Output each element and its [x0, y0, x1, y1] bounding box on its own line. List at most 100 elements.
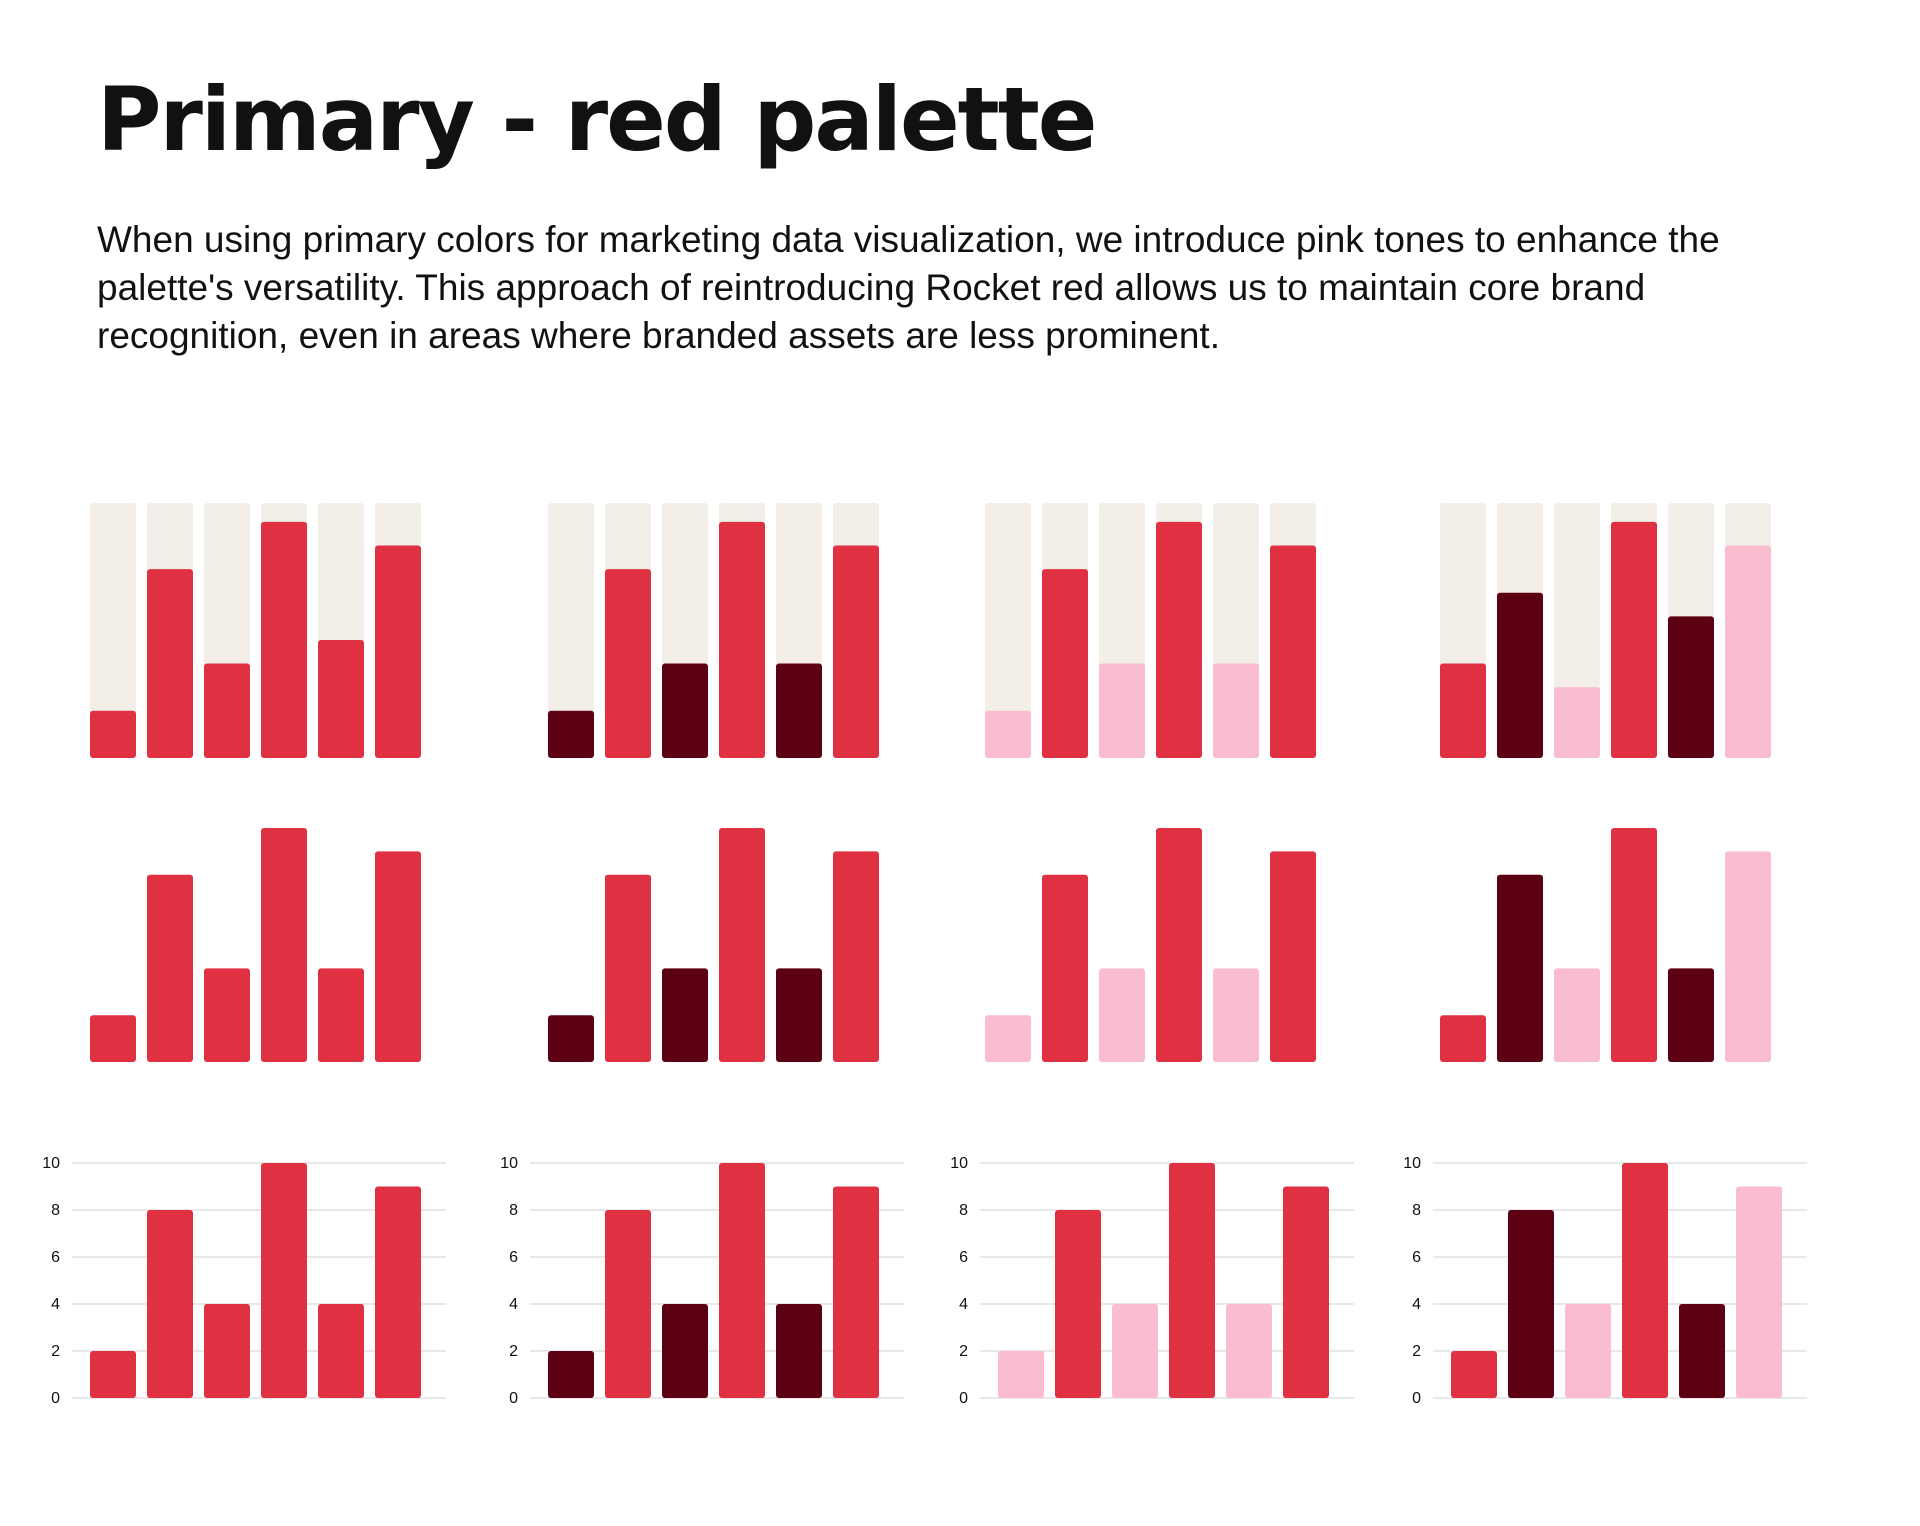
bar — [375, 1186, 421, 1398]
bar — [776, 1304, 822, 1398]
bar — [548, 1351, 594, 1398]
bar — [261, 1163, 307, 1398]
bar — [1611, 828, 1657, 1062]
bar — [1156, 828, 1202, 1062]
bar — [90, 1351, 136, 1398]
bar — [1508, 1210, 1554, 1398]
chart-8 — [1440, 828, 1771, 1062]
bar — [719, 1163, 765, 1398]
bar — [548, 710, 594, 758]
bar — [605, 569, 651, 758]
bar — [1213, 968, 1259, 1062]
bar — [719, 828, 765, 1062]
y-tick-label: 4 — [959, 1296, 968, 1313]
bar — [204, 968, 250, 1062]
bar — [1099, 968, 1145, 1062]
bar — [204, 1304, 250, 1398]
bar — [1270, 851, 1316, 1062]
bar — [998, 1351, 1044, 1398]
y-tick-label: 2 — [959, 1343, 968, 1360]
bar — [1668, 968, 1714, 1062]
bar — [375, 545, 421, 758]
y-tick-label: 0 — [1412, 1390, 1421, 1407]
bar — [833, 851, 879, 1062]
chart-5 — [90, 828, 421, 1062]
chart-11: 0 2 4 6 8 10 — [950, 1155, 1354, 1407]
bar — [261, 521, 307, 758]
bar-track — [90, 503, 136, 758]
bar — [833, 545, 879, 758]
y-tick-label: 10 — [500, 1155, 518, 1172]
bar-track — [548, 503, 594, 758]
chart-3 — [985, 503, 1316, 758]
bar — [1169, 1163, 1215, 1398]
bar — [1042, 569, 1088, 758]
bar — [548, 1015, 594, 1062]
bar — [1497, 592, 1543, 758]
chart-9: 0 2 4 6 8 10 — [42, 1155, 446, 1407]
bar — [1226, 1304, 1272, 1398]
bar — [1611, 521, 1657, 758]
bar — [1440, 663, 1486, 758]
bar-track — [985, 503, 1031, 758]
bar — [1554, 968, 1600, 1062]
bar — [833, 1186, 879, 1398]
y-tick-label: 2 — [509, 1343, 518, 1360]
y-tick-label: 0 — [959, 1390, 968, 1407]
y-tick-label: 6 — [51, 1249, 60, 1266]
bar — [1042, 874, 1088, 1062]
y-tick-label: 8 — [51, 1202, 60, 1219]
chart-2 — [548, 503, 879, 758]
bar — [147, 1210, 193, 1398]
bar — [90, 710, 136, 758]
bar — [1270, 545, 1316, 758]
y-tick-label: 2 — [51, 1343, 60, 1360]
y-tick-label: 8 — [1412, 1202, 1421, 1219]
chart-12: 0 2 4 6 8 10 — [1403, 1155, 1807, 1407]
bar — [1725, 851, 1771, 1062]
bar — [147, 874, 193, 1062]
bar — [1565, 1304, 1611, 1398]
bar — [90, 1015, 136, 1062]
bar — [1213, 663, 1259, 758]
y-tick-label: 6 — [509, 1249, 518, 1266]
y-tick-label: 10 — [950, 1155, 968, 1172]
bar — [1679, 1304, 1725, 1398]
y-tick-label: 6 — [1412, 1249, 1421, 1266]
y-tick-label: 8 — [509, 1202, 518, 1219]
bar — [776, 663, 822, 758]
bar — [1283, 1186, 1329, 1398]
y-tick-label: 4 — [51, 1296, 60, 1313]
bar — [1440, 1015, 1486, 1062]
y-tick-label: 10 — [1403, 1155, 1421, 1172]
bar — [776, 968, 822, 1062]
bar — [605, 1210, 651, 1398]
bar — [1622, 1163, 1668, 1398]
bar — [147, 569, 193, 758]
page-description: When using primary colors for marketing … — [97, 219, 1720, 356]
bar — [1497, 874, 1543, 1062]
y-tick-label: 4 — [1412, 1296, 1421, 1313]
bar — [204, 663, 250, 758]
bar — [662, 1304, 708, 1398]
chart-1 — [90, 503, 421, 758]
y-tick-label: 2 — [1412, 1343, 1421, 1360]
chart-6 — [548, 828, 879, 1062]
y-tick-label: 0 — [509, 1390, 518, 1407]
bar — [1725, 545, 1771, 758]
y-tick-label: 4 — [509, 1296, 518, 1313]
bar — [662, 663, 708, 758]
bar — [1451, 1351, 1497, 1398]
bar — [375, 851, 421, 1062]
y-tick-label: 0 — [51, 1390, 60, 1407]
chart-4 — [1440, 503, 1771, 758]
bar — [1099, 663, 1145, 758]
bar — [1554, 687, 1600, 758]
y-tick-label: 6 — [959, 1249, 968, 1266]
bar — [662, 968, 708, 1062]
page-title: Primary - red palette — [97, 68, 1097, 171]
bar — [318, 1304, 364, 1398]
bar — [1112, 1304, 1158, 1398]
bar — [985, 1015, 1031, 1062]
bar — [1055, 1210, 1101, 1398]
